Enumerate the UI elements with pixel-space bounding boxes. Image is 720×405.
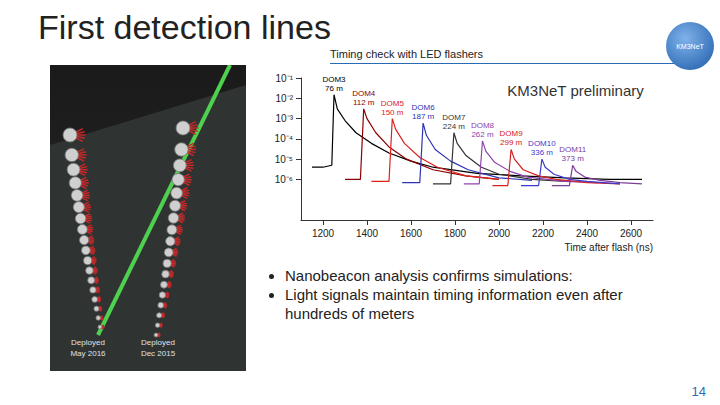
svg-text:1600: 1600 — [400, 228, 423, 239]
svg-text:1200: 1200 — [312, 228, 335, 239]
svg-text:10⁻⁶: 10⁻⁶ — [275, 174, 293, 185]
svg-text:299 m: 299 m — [500, 138, 523, 147]
svg-text:112 m: 112 m — [353, 98, 375, 107]
html-text:First detection lines: First detection lines — [38, 8, 331, 46]
svg-text:DOM3: DOM3 — [322, 75, 346, 84]
svg-text:150 m: 150 m — [381, 108, 404, 117]
svg-text:187 m: 187 m — [412, 112, 435, 121]
svg-text:10⁻⁵: 10⁻⁵ — [275, 154, 293, 165]
html-text:Light signals maintain timing: Light signals maintain timing informatio… — [285, 286, 623, 322]
svg-text:1800: 1800 — [444, 228, 467, 239]
svg-text:DOM7: DOM7 — [442, 113, 466, 122]
html-text:Nanobeacon analysis confirms s: Nanobeacon analysis confirms simulations… — [285, 267, 573, 284]
svg-text:10⁻⁴: 10⁻⁴ — [275, 133, 293, 144]
svg-text:2400: 2400 — [576, 228, 599, 239]
svg-text:10⁻³: 10⁻³ — [276, 113, 294, 124]
svg-text:1400: 1400 — [356, 228, 379, 239]
svg-text:Dec 2015: Dec 2015 — [141, 349, 176, 358]
svg-text:2600: 2600 — [620, 228, 643, 239]
svg-text:Deployed: Deployed — [71, 338, 105, 347]
svg-text:373 m: 373 m — [562, 154, 585, 163]
svg-text:Time after flash (ns): Time after flash (ns) — [564, 242, 653, 253]
svg-text:DOM9: DOM9 — [500, 129, 524, 138]
svg-text:DOM5: DOM5 — [381, 99, 405, 108]
svg-text:262 m: 262 m — [471, 130, 494, 139]
svg-text:May 2016: May 2016 — [70, 349, 106, 358]
svg-text:224 m: 224 m — [443, 122, 466, 131]
html-text:KM3NeT: KM3NeT — [676, 42, 704, 50]
svg-text:DOM4: DOM4 — [352, 89, 376, 98]
html-text:Timing check with LED flashers: Timing check with LED flashers — [330, 48, 483, 60]
svg-text:10⁻²: 10⁻² — [276, 93, 294, 104]
svg-text:KM3NeT preliminary: KM3NeT preliminary — [507, 82, 644, 99]
svg-text:DOM10: DOM10 — [528, 139, 556, 148]
svg-text:DOM6: DOM6 — [412, 103, 436, 112]
svg-text:DOM11: DOM11 — [559, 145, 587, 154]
svg-text:2200: 2200 — [532, 228, 555, 239]
svg-text:2000: 2000 — [488, 228, 511, 239]
svg-text:10⁻¹: 10⁻¹ — [276, 73, 294, 84]
svg-text:336 m: 336 m — [531, 148, 554, 157]
svg-text:Deployed: Deployed — [141, 338, 175, 347]
svg-text:76 m: 76 m — [325, 84, 343, 93]
html-text:14: 14 — [691, 384, 706, 399]
svg-text:DOM8: DOM8 — [471, 121, 495, 130]
